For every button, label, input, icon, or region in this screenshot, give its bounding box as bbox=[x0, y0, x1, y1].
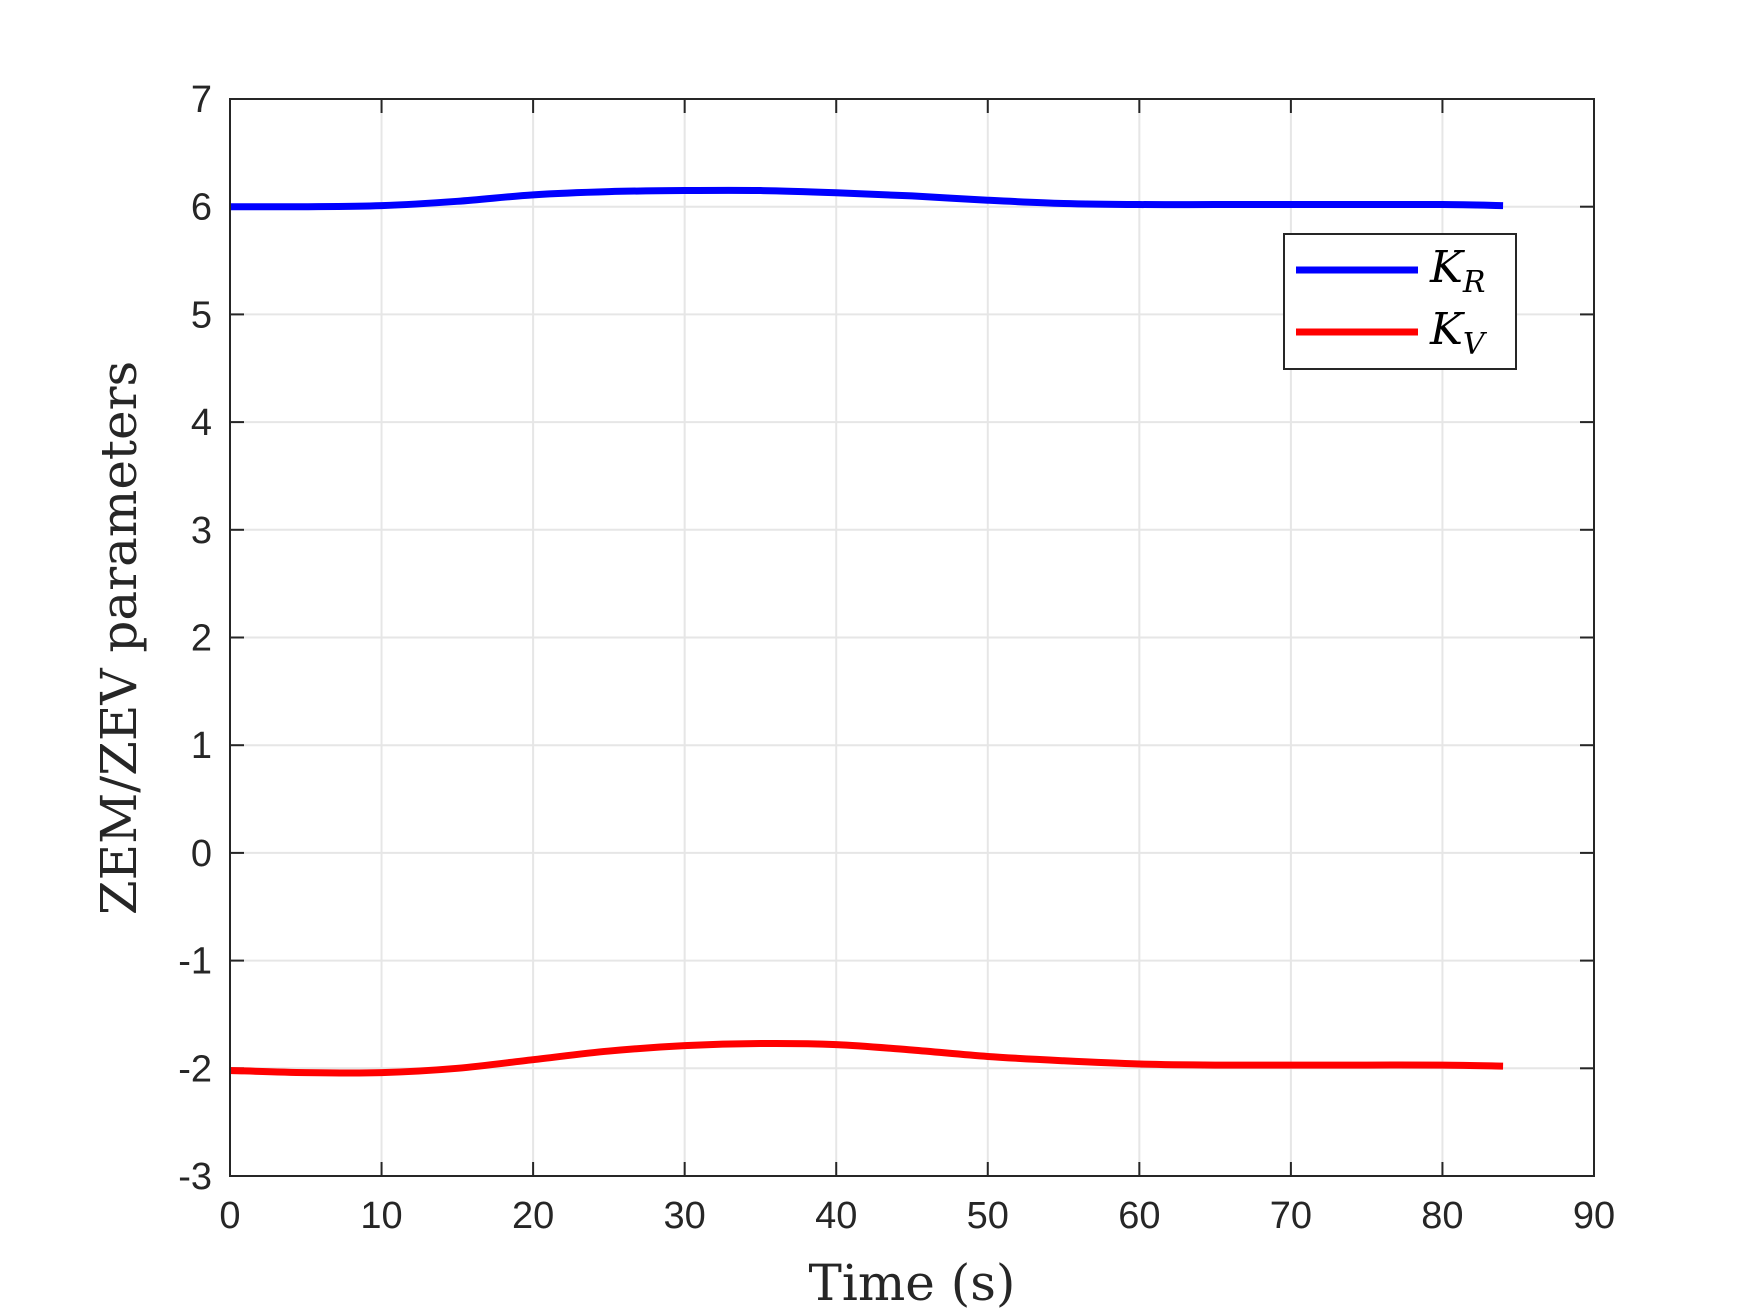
y-tick-label: 2 bbox=[191, 618, 212, 660]
x-axis-label: Time (s) bbox=[809, 1254, 1016, 1312]
y-tick-label: 5 bbox=[191, 294, 212, 336]
y-axis-label: ZEM/ZEV parameters bbox=[90, 361, 148, 915]
x-tick-label: 70 bbox=[1270, 1195, 1312, 1237]
legend: KR KV bbox=[1283, 233, 1517, 370]
y-tick-labels: -3 -2 -1 0 1 2 3 4 5 6 7 bbox=[178, 79, 212, 1198]
x-tick-label: 20 bbox=[512, 1195, 554, 1237]
legend-label-kr: KR bbox=[1429, 242, 1485, 300]
legend-label-kv: KV bbox=[1429, 304, 1488, 362]
x-tick-label: 30 bbox=[664, 1195, 706, 1237]
y-tick-label: -1 bbox=[178, 941, 212, 983]
x-tick-label: 80 bbox=[1421, 1195, 1463, 1237]
series-line-kr bbox=[229, 186, 1504, 211]
y-tick-label: 6 bbox=[191, 187, 212, 229]
x-tick-label: 90 bbox=[1573, 1195, 1615, 1237]
y-tick-label: 4 bbox=[191, 402, 212, 444]
plot-frame bbox=[229, 98, 1595, 1177]
x-tick-label: 40 bbox=[815, 1195, 857, 1237]
x-tick-label: 60 bbox=[1118, 1195, 1160, 1237]
y-tick-label: 3 bbox=[191, 510, 212, 552]
y-tick-label: 1 bbox=[191, 725, 212, 767]
series-lines bbox=[229, 186, 1504, 1077]
x-tick-label: 50 bbox=[967, 1195, 1009, 1237]
x-tick-label: 10 bbox=[360, 1195, 402, 1237]
y-tick-label: 0 bbox=[191, 833, 212, 875]
y-tick-label: -3 bbox=[178, 1156, 212, 1198]
y-tick-label: -2 bbox=[178, 1048, 212, 1090]
y-tick-label: 7 bbox=[191, 79, 212, 121]
legend-box bbox=[1283, 233, 1517, 370]
series-line-kv bbox=[229, 1039, 1504, 1077]
x-tick-labels: 0 10 20 30 40 50 60 70 80 90 bbox=[219, 1195, 1615, 1237]
x-tick-label: 0 bbox=[219, 1195, 240, 1237]
